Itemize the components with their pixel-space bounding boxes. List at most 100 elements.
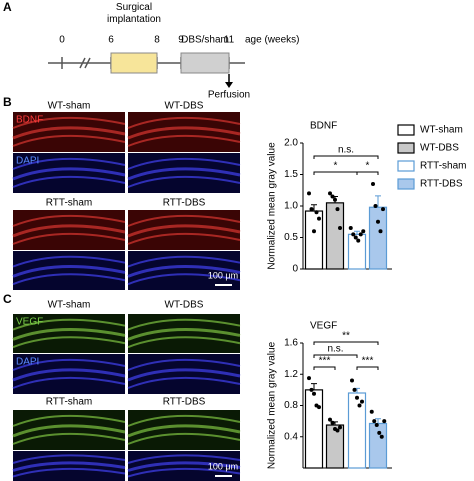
y-tick-label: 0.8 <box>284 400 298 411</box>
significance-bracket <box>313 366 336 370</box>
tissue-band <box>12 327 126 341</box>
bar <box>325 424 345 469</box>
tissue-band <box>12 318 126 331</box>
surgery-label: Surgical implantation <box>107 2 161 25</box>
significance-bracket <box>313 354 358 358</box>
surgery-label-box: Surgical implantation <box>107 2 161 25</box>
data-point <box>328 191 332 196</box>
data-point <box>330 420 335 425</box>
bar <box>304 389 324 469</box>
data-point <box>335 428 340 433</box>
condition-label: WT-DBS <box>165 101 204 112</box>
stain-label: DAPI <box>16 156 39 167</box>
data-point <box>355 395 359 400</box>
tissue-band <box>12 126 126 140</box>
condition-label: RTT-DBS <box>163 198 206 209</box>
tissue-band <box>127 376 241 389</box>
data-point <box>317 216 321 221</box>
tissue-band <box>127 358 241 371</box>
significance-label: * <box>366 161 370 172</box>
tissue-band <box>127 134 241 147</box>
tissue-band <box>127 224 241 238</box>
scale-label: 100 μm <box>208 270 238 280</box>
chart-title: BDNF <box>310 121 337 132</box>
panel-label: A <box>3 0 12 14</box>
bar <box>325 202 345 270</box>
week-label: 11 <box>224 35 235 46</box>
y-tick-label: 0.5 <box>284 232 298 243</box>
tissue-band <box>12 255 126 268</box>
tissue-band <box>12 376 126 389</box>
data-point <box>379 434 384 439</box>
tissue-band <box>127 454 241 464</box>
stain-label: VEGF <box>16 317 43 328</box>
significance-label: *** <box>319 356 331 367</box>
tissue-band <box>127 414 241 427</box>
week-label: 8 <box>154 35 160 46</box>
bar <box>368 422 388 469</box>
tissue-band <box>12 336 126 349</box>
condition-label: WT-sham <box>48 300 91 311</box>
week-label: 9 <box>178 35 184 46</box>
tissue-band <box>12 157 126 170</box>
data-point <box>312 391 316 396</box>
y-tick-label: 1.0 <box>284 201 298 212</box>
data-point <box>382 419 387 424</box>
data-point <box>360 399 364 404</box>
condition-label: WT-sham <box>48 101 91 112</box>
tissue-band <box>12 414 126 427</box>
data-point <box>381 207 385 212</box>
tissue-band <box>12 214 126 227</box>
tissue-band <box>127 126 241 140</box>
tissue-band <box>12 175 126 188</box>
tissue-band <box>127 157 241 170</box>
tissue-band <box>127 273 241 286</box>
data-point <box>356 238 361 243</box>
tissue-band <box>127 116 241 129</box>
perfusion-label: Perfusion <box>208 90 250 101</box>
scale-label: 100 μm <box>208 461 238 471</box>
y-tick-label: 0.4 <box>284 431 298 442</box>
significance-label: n.s. <box>338 145 354 156</box>
data-point <box>372 419 377 424</box>
condition-label: RTT-sham <box>46 198 93 209</box>
significance-label: * <box>334 161 338 172</box>
error-bar <box>311 383 317 390</box>
data-point <box>361 229 366 234</box>
tissue-band <box>12 167 126 181</box>
data-point <box>314 210 319 215</box>
significance-bracket <box>356 366 379 370</box>
significance-label: ** <box>342 331 350 342</box>
tissue-band <box>12 273 126 286</box>
legend-swatch <box>397 178 415 190</box>
data-point <box>348 226 353 231</box>
data-point <box>333 197 337 202</box>
error-bar <box>375 418 381 424</box>
tissue-band <box>127 167 241 181</box>
y-axis-label: Normalized mean gray value <box>267 142 278 270</box>
condition-label: WT-DBS <box>165 300 204 311</box>
tissue-band <box>127 424 241 438</box>
legend-label: RTT-sham <box>420 161 467 172</box>
data-point <box>338 425 342 430</box>
dbs-label: DBS/sham <box>181 35 229 46</box>
axis-unit: age (weeks) <box>245 35 299 46</box>
data-point <box>352 387 357 392</box>
legend-swatch <box>397 160 415 172</box>
data-point <box>357 403 362 408</box>
y-tick-label: 2.0 <box>284 138 298 149</box>
tissue-band <box>12 424 126 438</box>
tissue-band <box>127 255 241 268</box>
data-point <box>330 194 335 199</box>
tissue-band <box>12 461 126 472</box>
data-point <box>307 191 311 196</box>
week-label: 6 <box>108 35 114 46</box>
tissue-band <box>12 232 126 245</box>
data-point <box>312 229 316 234</box>
data-point <box>350 378 354 383</box>
data-point <box>328 417 332 422</box>
surgery-phase <box>110 52 158 74</box>
tissue-band <box>127 368 241 382</box>
data-point <box>371 181 375 186</box>
